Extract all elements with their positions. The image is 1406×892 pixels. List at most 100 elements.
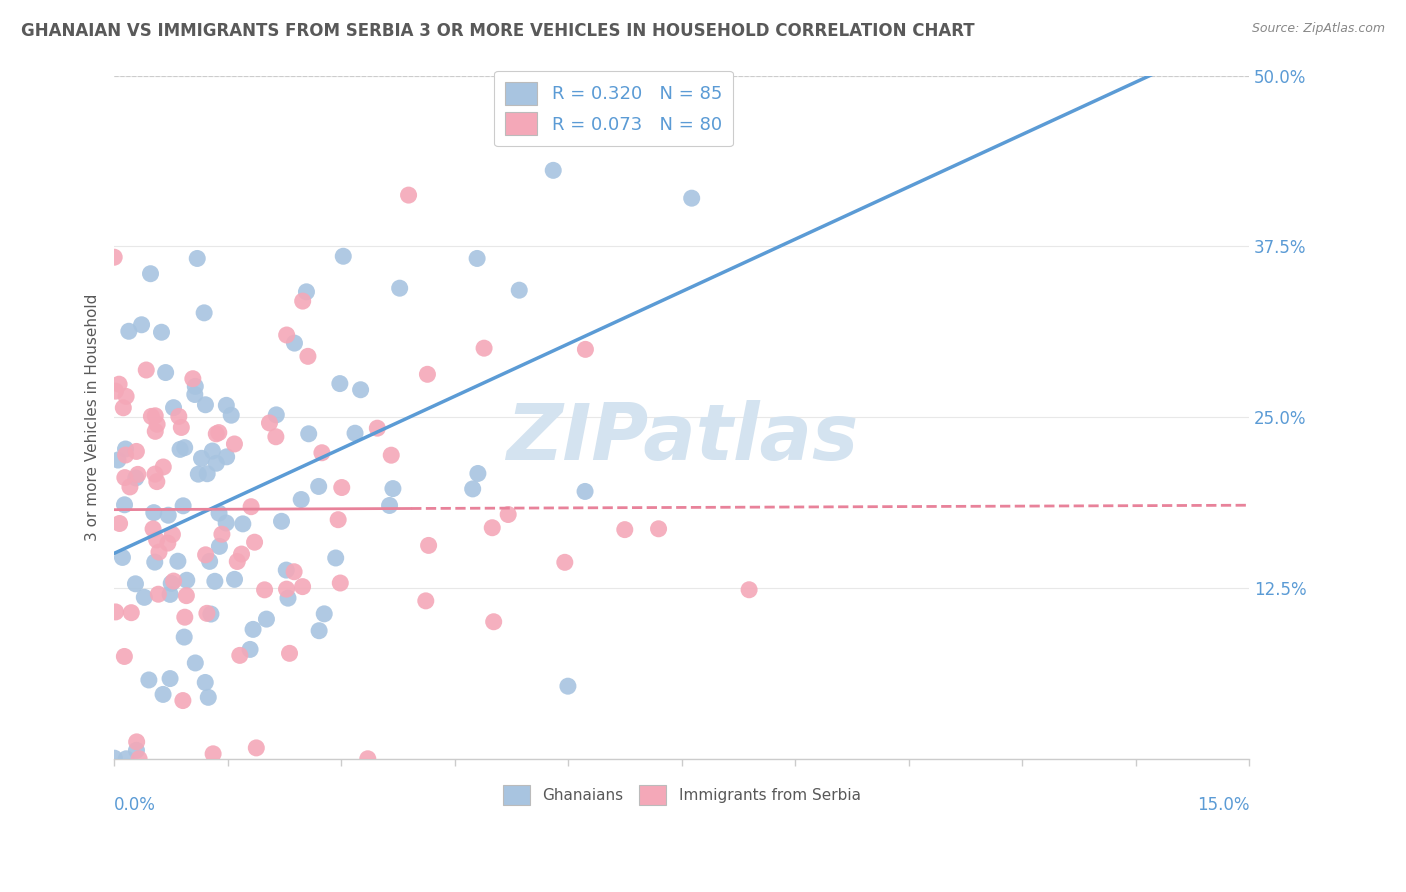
Point: [193, 306, 215, 320]
Point: [574, 343, 596, 357]
Point: [278, 646, 301, 660]
Point: [148, 545, 170, 559]
Point: [256, 612, 278, 626]
Point: [173, 630, 195, 644]
Point: [115, 389, 138, 403]
Point: [311, 446, 333, 460]
Point: [219, 408, 242, 422]
Point: [190, 451, 212, 466]
Point: [143, 467, 166, 482]
Point: [138, 673, 160, 687]
Point: [184, 656, 207, 670]
Point: [240, 500, 263, 514]
Point: [145, 533, 167, 547]
Point: [325, 551, 347, 566]
Point: [398, 188, 420, 202]
Point: [148, 587, 170, 601]
Point: [142, 522, 165, 536]
Point: [554, 555, 576, 569]
Point: [115, 752, 138, 766]
Point: [184, 379, 207, 393]
Point: [114, 442, 136, 456]
Point: [162, 574, 184, 588]
Point: [194, 548, 217, 562]
Point: [366, 421, 388, 435]
Point: [143, 409, 166, 423]
Point: [184, 387, 207, 401]
Legend: Ghanaians, Immigrants from Serbia: Ghanaians, Immigrants from Serbia: [495, 778, 869, 813]
Point: [187, 467, 209, 482]
Point: [613, 523, 636, 537]
Point: [328, 513, 350, 527]
Point: [146, 475, 169, 489]
Point: [107, 453, 129, 467]
Point: [208, 425, 231, 440]
Point: [135, 363, 157, 377]
Point: [201, 444, 224, 458]
Point: [232, 516, 254, 531]
Point: [160, 576, 183, 591]
Point: [200, 607, 222, 621]
Point: [245, 740, 267, 755]
Point: [329, 576, 352, 591]
Point: [176, 573, 198, 587]
Point: [139, 267, 162, 281]
Point: [204, 574, 226, 589]
Point: [159, 587, 181, 601]
Point: [128, 752, 150, 766]
Point: [266, 408, 288, 422]
Point: [195, 467, 218, 481]
Point: [173, 441, 195, 455]
Point: [170, 420, 193, 434]
Point: [277, 591, 299, 606]
Point: [388, 281, 411, 295]
Point: [169, 442, 191, 457]
Point: [349, 383, 371, 397]
Point: [276, 582, 298, 596]
Point: [681, 191, 703, 205]
Point: [472, 341, 495, 355]
Point: [259, 416, 281, 430]
Point: [131, 318, 153, 332]
Point: [314, 607, 336, 621]
Point: [243, 535, 266, 549]
Point: [152, 460, 174, 475]
Point: [157, 508, 180, 523]
Point: [283, 565, 305, 579]
Point: [162, 401, 184, 415]
Point: [118, 324, 141, 338]
Text: 0.0%: 0.0%: [114, 797, 156, 814]
Point: [108, 516, 131, 531]
Point: [264, 430, 287, 444]
Y-axis label: 3 or more Vehicles in Household: 3 or more Vehicles in Household: [86, 293, 100, 541]
Point: [229, 648, 252, 663]
Point: [242, 623, 264, 637]
Point: [127, 467, 149, 482]
Point: [215, 450, 238, 464]
Point: [574, 484, 596, 499]
Point: [194, 398, 217, 412]
Point: [610, 69, 633, 83]
Point: [211, 527, 233, 541]
Point: [291, 294, 314, 309]
Point: [167, 554, 190, 568]
Point: [231, 547, 253, 561]
Point: [167, 409, 190, 424]
Point: [297, 349, 319, 363]
Text: Source: ZipAtlas.com: Source: ZipAtlas.com: [1251, 22, 1385, 36]
Point: [276, 328, 298, 343]
Point: [134, 591, 156, 605]
Point: [104, 384, 127, 398]
Point: [208, 506, 231, 520]
Point: [205, 426, 228, 441]
Point: [481, 521, 503, 535]
Point: [114, 470, 136, 484]
Point: [142, 506, 165, 520]
Point: [496, 508, 519, 522]
Point: [197, 690, 219, 705]
Point: [308, 479, 330, 493]
Point: [125, 743, 148, 757]
Point: [186, 252, 208, 266]
Point: [295, 285, 318, 299]
Text: 15.0%: 15.0%: [1197, 797, 1249, 814]
